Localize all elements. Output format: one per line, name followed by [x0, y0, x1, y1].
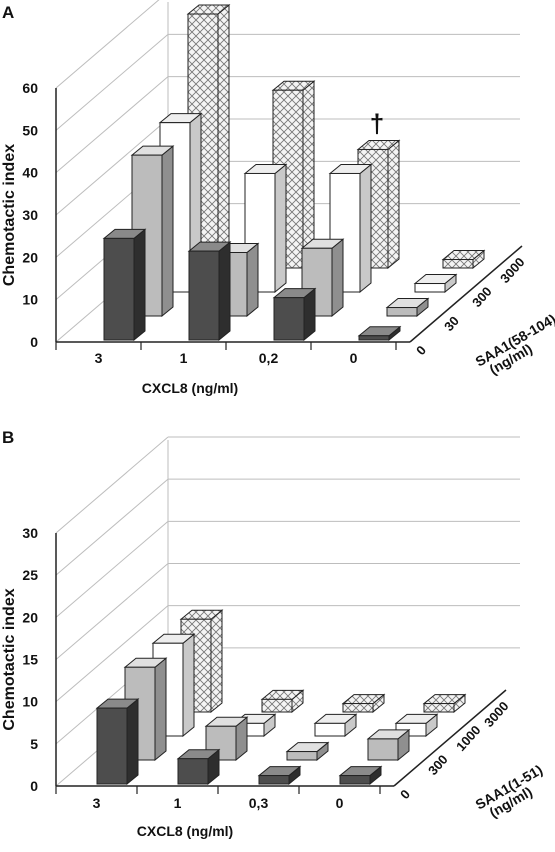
- bar: [413, 273, 458, 294]
- bar-front: [442, 259, 474, 269]
- x-tick-label: 0,3: [249, 795, 269, 811]
- gridline-side: [55, 520, 169, 618]
- gridline-side: [55, 118, 169, 216]
- bar-front: [286, 751, 318, 761]
- bar: [95, 698, 140, 786]
- gridline-side: [55, 436, 169, 534]
- bar-side: [274, 163, 287, 294]
- y-tick-label: 0: [30, 334, 38, 350]
- bar: [102, 228, 147, 342]
- bar-front: [414, 283, 446, 293]
- gridline-side: [55, 76, 169, 174]
- bar-front: [339, 775, 371, 785]
- bar: [313, 713, 358, 738]
- bar: [422, 693, 467, 714]
- panel-label: B: [2, 428, 14, 447]
- y-tick-label: 30: [22, 207, 38, 223]
- z-axis-line: [393, 689, 507, 787]
- bar-side: [133, 228, 146, 342]
- bar-side: [246, 242, 259, 318]
- bar: [385, 297, 430, 318]
- gridline-side: [55, 605, 169, 703]
- gridline-side: [55, 563, 169, 660]
- bar: [394, 713, 439, 738]
- z-tick-label: 3000: [481, 698, 511, 730]
- y-tick-label: 60: [22, 80, 38, 96]
- bar: [176, 748, 221, 786]
- bar-front: [423, 703, 455, 713]
- x-tick-label: 3: [95, 350, 103, 366]
- y-axis-title: Chemotactic index: [1, 144, 18, 286]
- y-tick-label: 25: [22, 567, 38, 583]
- x-tick-label: 0: [336, 795, 344, 811]
- y-tick-label: 15: [22, 652, 38, 668]
- bar: [441, 249, 486, 270]
- bar-front: [367, 738, 399, 761]
- significance-dagger: †: [200, 0, 214, 3]
- y-tick-label: 50: [22, 122, 38, 138]
- bar: [257, 765, 302, 786]
- bar-side: [218, 241, 231, 342]
- bar: [366, 728, 411, 762]
- bar-front: [258, 775, 290, 785]
- x-tick-label: 3: [93, 795, 101, 811]
- bar-side: [161, 145, 174, 318]
- bar-front: [188, 250, 220, 341]
- bar: [357, 325, 402, 342]
- y-tick-label: 20: [22, 249, 38, 265]
- panel-label: A: [2, 3, 14, 22]
- bar-side: [387, 139, 400, 270]
- bar-side: [126, 698, 139, 786]
- y-tick-label: 0: [30, 778, 38, 794]
- bar-front: [177, 758, 209, 785]
- bar-side: [359, 163, 372, 294]
- y-axis-title: Chemotactic index: [1, 588, 18, 730]
- bar-side: [182, 633, 195, 738]
- bar-front: [386, 307, 418, 317]
- bar-front: [314, 722, 346, 737]
- x-axis-title: CXCL8 (ng/ml): [137, 823, 233, 839]
- y-tick-label: 20: [22, 609, 38, 625]
- gridline-side: [55, 478, 169, 576]
- bar-front: [342, 703, 374, 713]
- gridline-side: [55, 33, 169, 131]
- y-tick-label: 10: [22, 292, 38, 308]
- chart-panel-a: A0102030405060††310,200303003000Chemotac…: [1, 0, 555, 396]
- bar-front: [273, 297, 305, 341]
- gridline-side: [55, 0, 160, 89]
- y-tick-label: 10: [22, 694, 38, 710]
- bar-front: [358, 335, 390, 341]
- x-tick-label: 1: [174, 795, 182, 811]
- z-tick-label: 0: [413, 343, 429, 358]
- bar: [341, 693, 386, 714]
- bar-side: [210, 609, 223, 714]
- y-tick-label: 30: [22, 525, 38, 541]
- bar: [272, 287, 317, 342]
- z-tick-label: 30: [441, 313, 462, 334]
- z-tick-label: 0: [397, 787, 413, 802]
- z-tick-label: 1000: [453, 722, 483, 754]
- bar-front: [261, 698, 293, 713]
- x-tick-label: 0: [350, 350, 358, 366]
- y-tick-label: 5: [30, 736, 38, 752]
- bar: [187, 241, 232, 342]
- bar-front: [103, 237, 135, 341]
- bar: [285, 741, 330, 762]
- z-tick-label: 3000: [497, 254, 527, 286]
- significance-dagger: †: [370, 108, 384, 138]
- bar-side: [331, 238, 344, 318]
- bar-side: [217, 3, 230, 270]
- bar-side: [154, 657, 167, 762]
- y-tick-label: 40: [22, 165, 38, 181]
- x-axis-title: CXCL8 (ng/ml): [142, 380, 238, 396]
- bar-front: [96, 707, 128, 785]
- bar: [260, 689, 305, 714]
- z-axis-line: [409, 245, 523, 343]
- bar: [338, 765, 383, 786]
- x-tick-label: 1: [180, 350, 188, 366]
- x-tick-label: 0,2: [259, 350, 279, 366]
